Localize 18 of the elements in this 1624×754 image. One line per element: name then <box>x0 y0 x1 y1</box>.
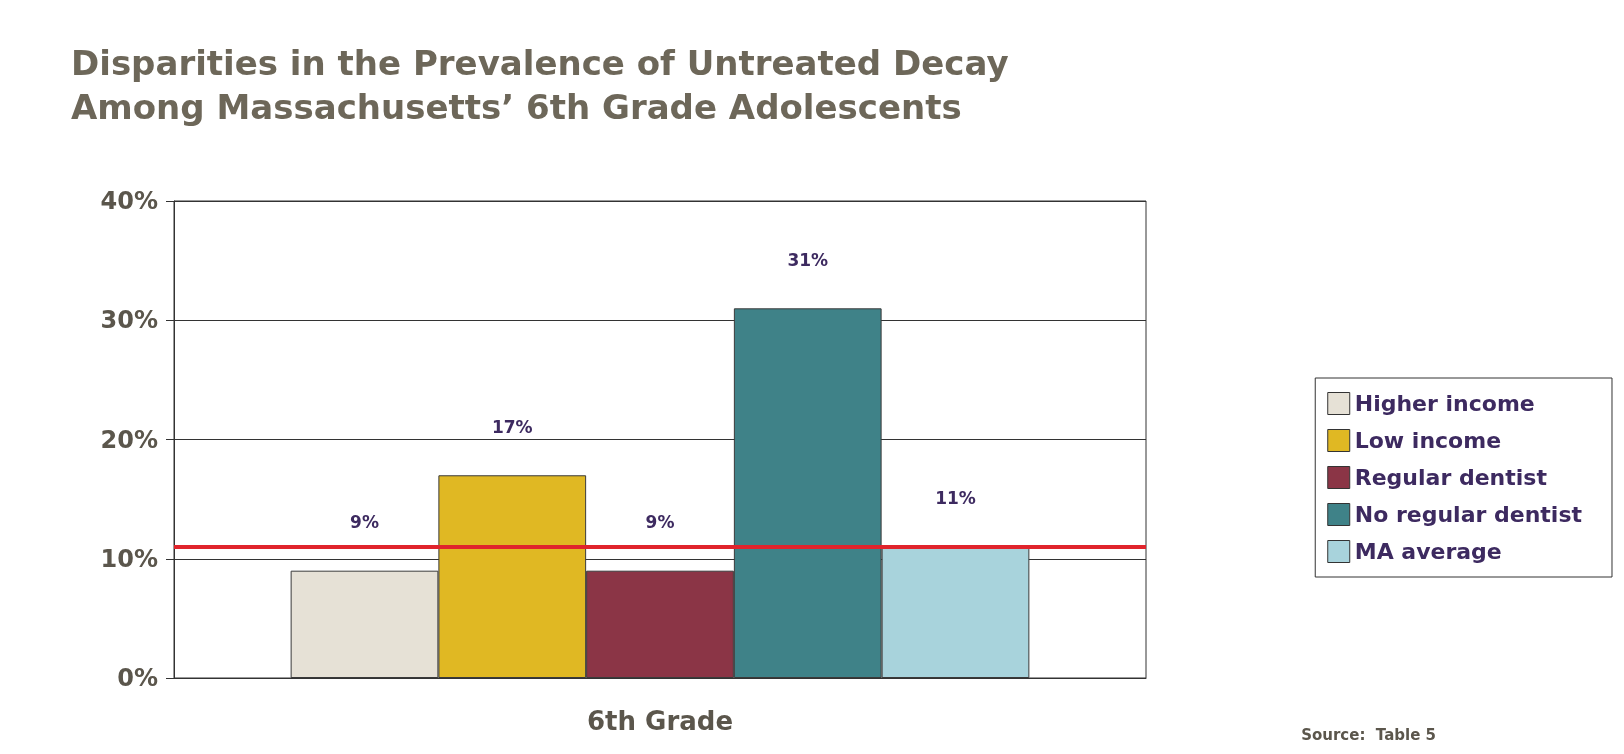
y-tick-label: 0% <box>117 664 158 692</box>
legend-label: Regular dentist <box>1354 465 1548 490</box>
legend-label: No regular dentist <box>1354 502 1583 527</box>
chart-title: Disparities in the Prevalence of Untreated Decay Among Massachusetts’ 6th Grade Adolescents <box>71 43 1021 127</box>
legend-label: MA average <box>1354 539 1502 564</box>
y-tick-label: 20% <box>100 425 158 454</box>
data-label: 17% <box>491 416 533 437</box>
legend-label: Higher income <box>1354 391 1535 416</box>
data-label: 11% <box>935 488 976 509</box>
data-label: 31% <box>787 249 829 270</box>
legend-label: Low income <box>1354 428 1502 453</box>
x-tick-label: 6th Grade <box>586 706 734 736</box>
data-label: 9% <box>645 512 675 533</box>
y-tick-label: 10% <box>100 544 158 573</box>
y-tick-label: 40% <box>100 187 158 215</box>
source-note: Source: Table 5 <box>1301 725 1436 744</box>
y-tick-label: 30% <box>100 306 158 335</box>
data-label: 9% <box>350 512 379 533</box>
